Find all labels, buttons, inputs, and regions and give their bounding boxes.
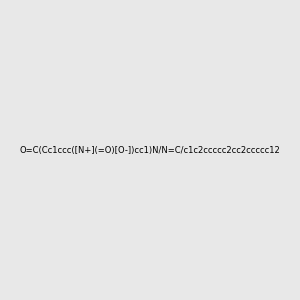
Text: O=C(Cc1ccc([N+](=O)[O-])cc1)N/N=C/c1c2ccccc2cc2ccccc12: O=C(Cc1ccc([N+](=O)[O-])cc1)N/N=C/c1c2cc… bbox=[20, 146, 281, 154]
